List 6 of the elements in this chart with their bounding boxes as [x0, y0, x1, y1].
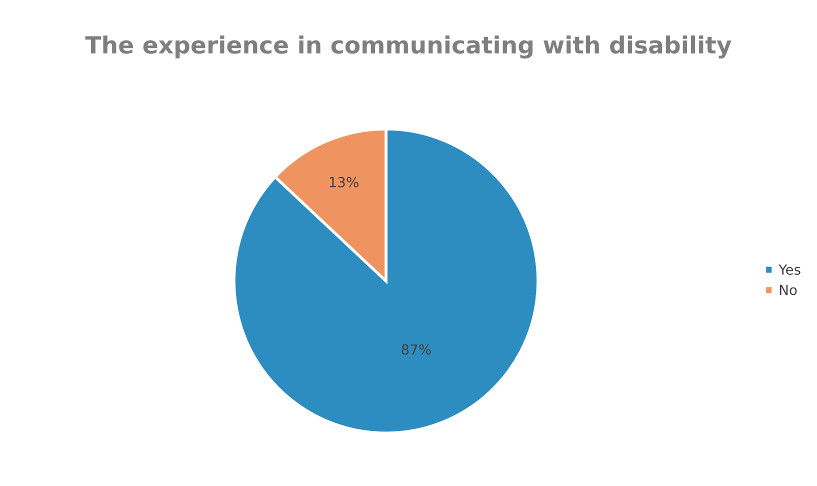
- data-label: 87%: [402, 344, 431, 355]
- pie-slice: [232, 128, 540, 434]
- legend-label: No: [780, 284, 797, 296]
- chart-title: The experience in communicating with disability: [85, 35, 732, 59]
- data-label: 13%: [330, 176, 358, 188]
- legend-label: Yes: [778, 264, 800, 275]
